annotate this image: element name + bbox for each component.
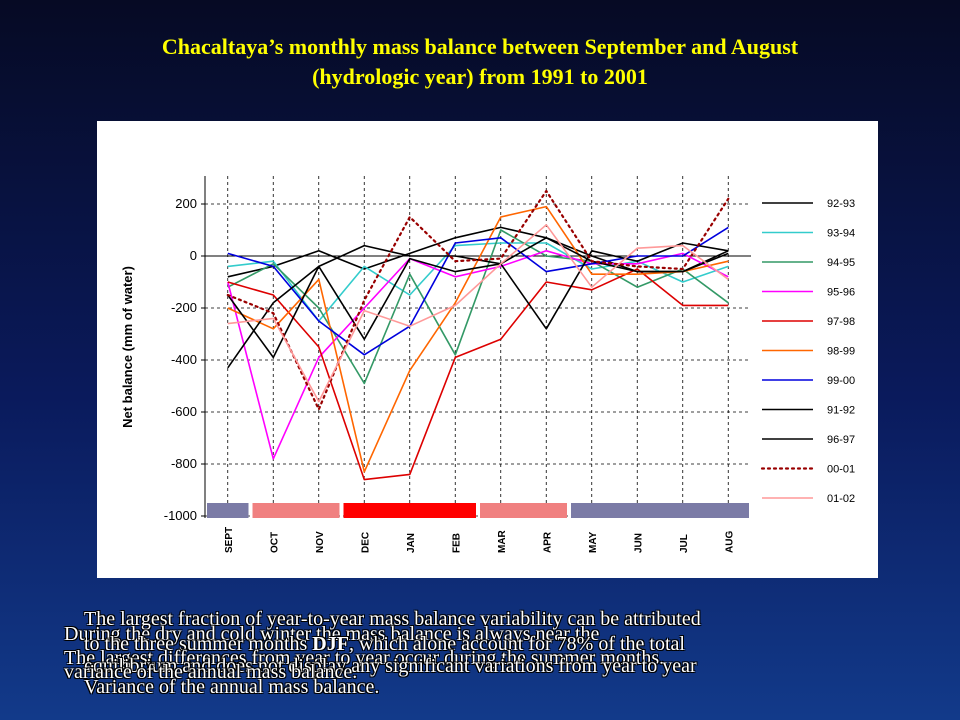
season-band [480, 503, 567, 518]
legend-label: 99-00 [827, 375, 855, 387]
y-tick-label: -200 [171, 300, 197, 315]
legend-label: 93-94 [827, 228, 855, 240]
y-tick-label: 0 [190, 248, 197, 263]
legend-label: 96-97 [827, 434, 855, 446]
caption-line-5: equilibrium and does not display any sig… [84, 655, 697, 677]
y-tick-label: -400 [171, 352, 197, 367]
x-tick-label: AUG [724, 531, 735, 553]
caption-line-6: variance of the annual mass balance. [64, 661, 358, 683]
y-tick-label: 200 [175, 196, 197, 211]
caption-line-2: During the dry and cold winter the mass … [64, 623, 600, 645]
caption-line-4: The largest differences from year to yea… [64, 647, 665, 669]
legend-label: 94-95 [827, 257, 855, 269]
x-tick-label: JUN [633, 533, 644, 553]
y-tick-label: -1000 [164, 508, 197, 523]
x-tick-label: MAY [588, 531, 599, 553]
season-band [252, 503, 340, 518]
x-tick-label: JAN [406, 533, 417, 553]
series-line-01-02 [227, 224, 729, 403]
caption-djf-emphasis: DJF [312, 633, 349, 655]
caption-line-7: Variance of the annual mass balance. [84, 676, 380, 698]
series-line-00-01 [226, 189, 730, 411]
y-tick-label: -800 [171, 456, 197, 471]
y-axis-label: Net balance (mm of water) [120, 266, 135, 428]
legend-label: 98-99 [827, 346, 855, 358]
x-tick-label: MAR [497, 529, 508, 553]
series-line-95-96 [227, 250, 729, 460]
title-line-2: (hydrologic year) from 1991 to 2001 [312, 64, 648, 89]
x-tick-label: APR [542, 531, 553, 553]
legend-label: 00-01 [827, 464, 855, 476]
x-tick-label: SEPT [224, 527, 235, 553]
x-tick-label: FEB [451, 533, 462, 553]
legend-label: 91-92 [827, 405, 855, 417]
y-tick-label: -600 [171, 404, 197, 419]
mass-balance-chart: 200 0 -200 -400 -600 -800 -1000 Net balance (mm… [120, 176, 855, 553]
x-tick-label: DEC [360, 532, 371, 553]
title-line-1: Chacaltaya’s monthly mass balance betwee… [161, 34, 799, 59]
series-line-94-95 [227, 229, 729, 385]
slide-title: Chacaltaya’s monthly mass balance betwee… [60, 32, 900, 92]
legend-label: 01-02 [827, 493, 855, 505]
season-band [343, 503, 476, 518]
legend-label: 97-98 [827, 316, 855, 328]
series-line-97-98 [227, 268, 729, 481]
legend-label: 92-93 [827, 198, 855, 210]
legend-label: 95-96 [827, 287, 855, 299]
caption-line-3: to the three summer months DJF, which al… [84, 634, 685, 655]
season-band [207, 503, 249, 518]
series-line-99-00 [227, 226, 729, 356]
caption-line-1: The largest fraction of year-to-year mas… [84, 608, 701, 630]
series-line-96-97 [227, 237, 729, 359]
caption-line-3-text: to the three summer months DJF, which al… [84, 633, 685, 655]
x-tick-label: JUL [679, 534, 690, 553]
x-tick-label: OCT [269, 532, 280, 553]
season-band [571, 503, 749, 518]
series-line-91-92 [227, 242, 729, 369]
series-line-98-99 [227, 205, 729, 473]
x-tick-label: NOV [315, 531, 326, 553]
series-line-92-93 [227, 226, 729, 278]
chart-panel: 200 0 -200 -400 -600 -800 -1000 Net balance (mm… [97, 121, 878, 578]
